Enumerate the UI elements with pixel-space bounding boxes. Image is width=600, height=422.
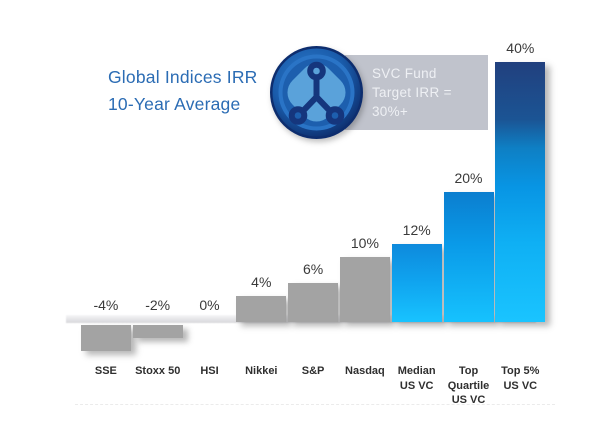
value-label-stoxx-50: -2% [145, 297, 171, 313]
category-label-nasdaq: Nasdaq [334, 364, 396, 379]
category-label-top-5-us-vc: Top 5% US VC [489, 364, 551, 393]
bar-top-quartile-us-vc [443, 192, 494, 322]
target-callout-line2: Target IRR = 30%+ [372, 85, 452, 119]
category-label-line: Top [458, 365, 479, 377]
category-label-line: US VC [451, 394, 486, 406]
category-label-line: Nasdaq [345, 365, 385, 377]
bar-stoxx-50 [132, 325, 183, 338]
bar-nasdaq [339, 257, 390, 322]
category-label-line: SSE [94, 365, 117, 377]
bottom-divider [75, 404, 555, 405]
category-label-top-quartile-us-vc: Top Quartile US VC [438, 364, 500, 408]
value-label-nikkei: 4% [251, 274, 272, 290]
target-callout-line1: SVC Fund [372, 66, 437, 81]
category-label-line: Stoxx 50 [135, 365, 181, 377]
category-label-hsi: HSI [179, 364, 241, 379]
svc-logo-svg [270, 46, 363, 139]
chart-title-line1: Global Indices IRR [108, 67, 258, 87]
category-label-line: HSI [200, 365, 219, 377]
value-label-s-p: 6% [302, 261, 324, 277]
category-label-nikkei: Nikkei [230, 364, 292, 379]
chart-title: Global Indices IRR 10-Year Average [108, 64, 258, 118]
category-label-line: Quartile [447, 379, 490, 392]
bar-nikkei [236, 296, 287, 322]
category-label-line: US VC [399, 379, 434, 392]
category-label-median-us-vc: Median US VC [386, 364, 448, 393]
chart-title-line2: 10-Year Average [108, 94, 241, 114]
bar-s-p [288, 283, 339, 322]
value-label-nasdaq: 10% [350, 235, 379, 251]
bar-sse [80, 325, 131, 351]
target-irr-callout: SVC Fund Target IRR = 30%+ [345, 55, 488, 130]
category-label-line: S&P [301, 365, 325, 377]
bar-median-us-vc [391, 244, 442, 322]
category-label-stoxx-50: Stoxx 50 [127, 364, 189, 379]
category-label-line: Top 5% [501, 365, 540, 377]
svc-fund-logo-icon [269, 45, 364, 140]
category-label-line: Nikkei [245, 365, 278, 377]
category-label-line: Median [397, 365, 436, 377]
value-label-sse: -4% [93, 297, 119, 313]
bar-top-5-us-vc [495, 62, 546, 322]
value-label-top-5-us-vc: 40% [506, 40, 535, 56]
category-label-s-p: S&P [282, 364, 344, 379]
value-label-hsi: 0% [199, 297, 220, 313]
category-label-sse: SSE [75, 364, 137, 379]
category-label-line: US VC [503, 379, 538, 392]
value-label-top-quartile-us-vc: 20% [454, 170, 483, 186]
value-label-median-us-vc: 12% [402, 222, 431, 238]
